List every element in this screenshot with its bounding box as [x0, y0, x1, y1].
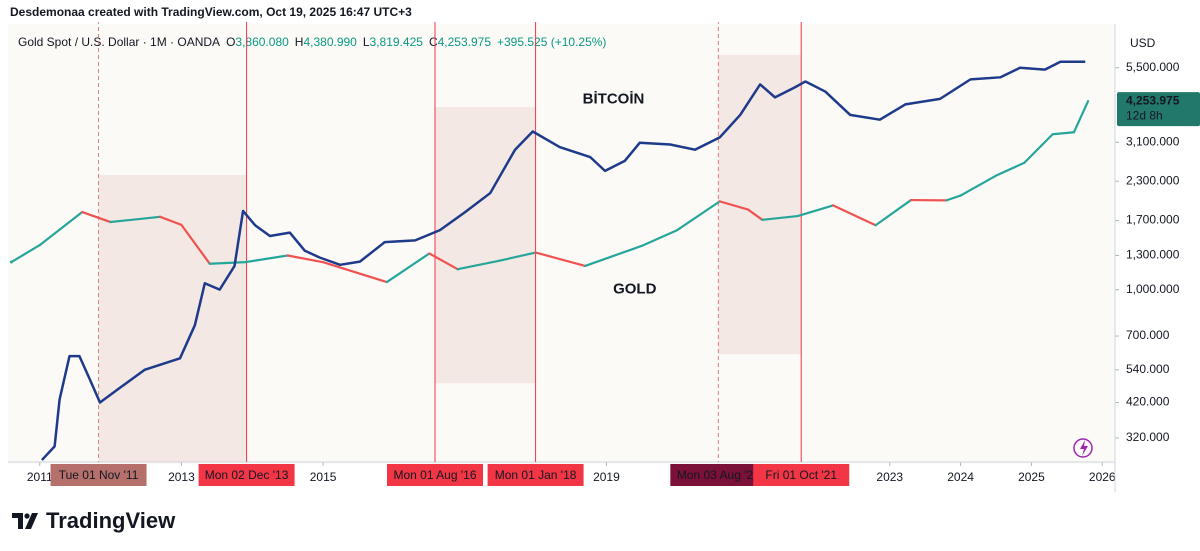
annotation: GOLD: [613, 281, 656, 298]
x-tick-label: 2013: [168, 470, 195, 484]
gold-segment: [10, 243, 41, 264]
gold-segment: [676, 200, 721, 232]
x-tick-label: 2024: [947, 470, 974, 484]
marker-label-bg: [198, 464, 295, 486]
y-tick-label: 1,700.000: [1126, 213, 1180, 227]
annotation: BİTCOİN: [583, 91, 645, 108]
gold-segment: [746, 208, 764, 221]
ohlc-value: 3,860.080: [235, 35, 289, 49]
gold-segment: [180, 223, 211, 265]
gold-segment: [534, 251, 587, 268]
gold-segment: [1072, 100, 1090, 134]
ohlc-value: 4,253.975: [438, 35, 492, 49]
y-tick-label: 540.000: [1126, 362, 1170, 376]
ohlc-value: 3,819.425: [370, 35, 424, 49]
x-tick-label: 2011: [27, 470, 53, 484]
ohlc-key: H: [295, 35, 304, 49]
gold-segment: [456, 259, 502, 271]
change: +395.525 (+10.25%): [497, 35, 606, 49]
author-line: Desdemonaa created with TradingView.com,…: [10, 5, 412, 19]
plot-bg: [8, 24, 1115, 464]
gold-segment: [761, 214, 799, 221]
symbol-line: Gold Spot / U.S. Dollar · 1M · OANDA O3,8…: [18, 35, 606, 49]
ohlc-key: C: [429, 35, 438, 49]
gold-segment: [321, 261, 388, 284]
zone: [435, 106, 536, 384]
gold-segment: [81, 210, 112, 224]
marker-label: Mon 03 Aug '20: [677, 468, 760, 482]
marker-label: Tue 01 Nov '11: [59, 468, 139, 482]
legend-text: Gold Spot / U.S. Dollar · 1M · OANDA: [18, 35, 220, 49]
gold-segment: [874, 198, 913, 227]
y-tick-label: 1,300.000: [1126, 248, 1180, 262]
gold-segment: [286, 254, 325, 264]
marker-label-bg: [753, 464, 850, 486]
y-tick-label: 1,000.000: [1126, 282, 1180, 296]
gold-segment: [385, 252, 431, 284]
x-tick-label: 2015: [310, 470, 337, 484]
gold-segment: [831, 204, 877, 227]
last-price-badge: [1117, 92, 1200, 127]
x-tick-label: 2026: [1089, 470, 1116, 484]
brand-name: TradingView: [46, 508, 176, 533]
gold-segment: [38, 210, 84, 247]
chart: Gold Spot / U.S. Dollar · 1M · OANDA O3,8…: [8, 22, 1200, 492]
gold-segment: [159, 215, 183, 226]
bitcoin-line: [40, 60, 1086, 461]
last-price-label: 4,253.975: [1126, 93, 1180, 107]
marker-label: Fri 01 Oct '21: [765, 468, 837, 482]
y-tick-label: 3,100.000: [1126, 135, 1180, 149]
gold-segment: [640, 228, 679, 247]
y-tick-label: 420.000: [1126, 395, 1170, 409]
marker-label: Mon 02 Dec '13: [205, 468, 289, 482]
zone: [98, 174, 247, 462]
marker-label-bg: [487, 464, 584, 486]
gold-segment: [499, 251, 537, 262]
x-tick-label: 2023: [876, 470, 903, 484]
ohlc-key: O: [226, 35, 235, 49]
alert-icon-bolt: [1080, 440, 1088, 456]
gold-segment: [945, 194, 962, 202]
gold-segment: [959, 174, 998, 197]
countdown: 12d 8h: [1126, 108, 1163, 122]
currency: USD: [1130, 36, 1156, 50]
gold-point: [9, 260, 13, 264]
ohlc-value: 4,380.990: [303, 35, 357, 49]
y-tick-label: 5,500.000: [1126, 60, 1180, 74]
gold-segment: [109, 215, 162, 224]
gold-segment: [1051, 131, 1076, 136]
brand-logo: [12, 513, 38, 529]
y-tick-label: 2,300.000: [1126, 173, 1180, 187]
brand: TradingView: [12, 508, 175, 534]
gold-segment: [208, 261, 247, 265]
gold-segment: [796, 204, 835, 218]
marker-label-bg: [670, 464, 767, 486]
gold-segment: [244, 254, 289, 264]
gold-segment: [718, 200, 750, 211]
gold-segment: [584, 244, 643, 268]
x-tick-label: 2019: [593, 470, 620, 484]
marker-label-bg: [50, 464, 147, 486]
marker-label: Mon 01 Jan '18: [495, 468, 577, 482]
gold-segment: [994, 161, 1026, 177]
y-tick-label: 700.000: [1126, 328, 1170, 342]
marker-label: Mon 01 Aug '16: [393, 468, 476, 482]
marker-label-bg: [387, 464, 483, 486]
alert-icon: [1073, 438, 1093, 458]
y-tick-label: 320.000: [1126, 430, 1170, 444]
gold-segment: [428, 252, 459, 271]
gold-segment: [1023, 133, 1054, 164]
ohlc-key: L: [363, 35, 370, 49]
x-tick-label: 2025: [1018, 470, 1045, 484]
